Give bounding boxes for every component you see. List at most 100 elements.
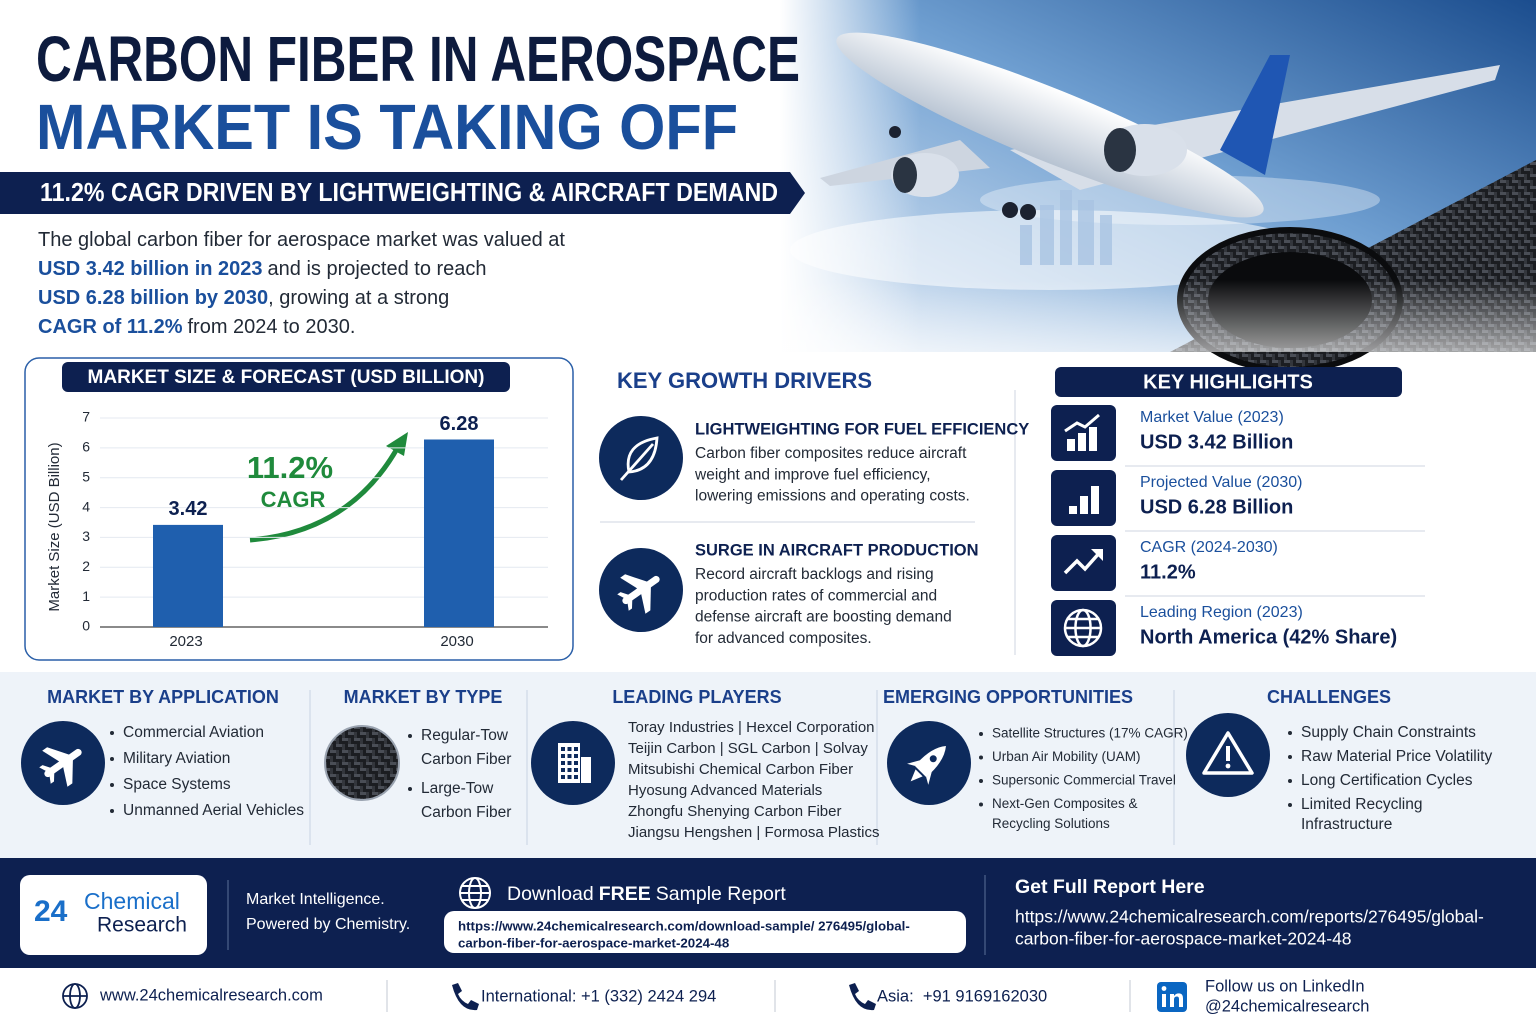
bullet <box>1288 803 1292 807</box>
driver-title: LIGHTWEIGHTING FOR FUEL EFFICIENCY <box>695 420 1029 438</box>
icon-part <box>617 592 631 599</box>
highlight-icon <box>1051 470 1116 526</box>
icon-part <box>567 768 572 772</box>
player-line: Zhongfu Shenying Carbon Fiber <box>628 803 841 820</box>
bullet-text: Urban Air Mobility (UAM) <box>992 749 1141 764</box>
title-line: MARKET IS TAKING OFF <box>36 91 738 163</box>
section-title: KEY GROWTH DRIVERS <box>617 368 872 393</box>
y-tick-label: 3 <box>82 528 90 544</box>
icon-part <box>44 748 82 778</box>
y-tick-label: 4 <box>82 498 90 514</box>
bullet <box>1288 731 1292 735</box>
bullet-text: Infrastructure <box>1301 816 1392 833</box>
contact-dividers <box>386 980 1131 1012</box>
y-tick-label: 1 <box>82 588 90 604</box>
driver-text: for advanced composites. <box>695 630 872 647</box>
section-title: MARKET BY APPLICATION <box>47 687 279 707</box>
icon-part <box>627 598 633 611</box>
icon-part <box>641 586 651 614</box>
section-icon <box>887 721 971 805</box>
highlight-label: Market Value (2023) <box>1140 409 1284 426</box>
bullet-text: Carbon Fiber <box>421 804 511 821</box>
bullet <box>110 757 114 761</box>
icon-part <box>574 768 578 772</box>
y-tick-label: 2 <box>82 558 90 574</box>
full-report-title: Get Full Report Here <box>1015 876 1205 898</box>
player-line: Hyosung Advanced Materials <box>628 782 822 799</box>
hero-image <box>780 0 1536 373</box>
driver-text: production rates of commercial and <box>695 587 937 604</box>
y-tick-label: 0 <box>82 618 90 634</box>
bullet <box>979 779 983 783</box>
chart-title: MARKET SIZE & FORECAST (USD BILLION) <box>88 367 485 388</box>
x-tick-label: 2030 <box>440 633 473 650</box>
globe-icon <box>62 983 88 1009</box>
bullet-text: Next-Gen Composites & <box>992 796 1138 811</box>
data-label: 6.28 <box>440 413 479 435</box>
section-title: MARKET BY TYPE <box>344 687 503 707</box>
player-line: Toray Industries | Hexcel Corporation <box>628 719 875 736</box>
icon-part <box>567 747 572 751</box>
bullet <box>408 734 412 738</box>
cagr-arrow-head <box>386 432 408 456</box>
icon-part <box>910 769 923 782</box>
intro-line: CAGR of 11.2% from 2024 to 2030. <box>38 316 355 338</box>
download-url: https://www.24chemicalresearch.com/downl… <box>458 919 910 934</box>
bullet <box>979 732 983 736</box>
bullet-text: Large-Tow <box>421 780 494 797</box>
logo-number: 24 <box>34 895 68 928</box>
icon-part <box>561 775 565 779</box>
title-line: CARBON FIBER IN AEROSPACE <box>36 23 800 95</box>
driver-title: SURGE IN AIRCRAFT PRODUCTION <box>695 541 979 559</box>
intro-text: The global carbon fiber for aerospace ma… <box>38 229 565 251</box>
intro-line: USD 3.42 billion in 2023 and is projected… <box>38 258 487 280</box>
bullet <box>110 783 114 787</box>
bullet-text: Space Systems <box>123 776 231 793</box>
phone-icon <box>849 983 876 1011</box>
y-tick-label: 5 <box>82 468 90 484</box>
icon-part <box>1226 746 1230 761</box>
highlight-icon <box>1051 405 1116 461</box>
phone-icon <box>452 983 479 1011</box>
icon-part <box>39 747 82 787</box>
icon-part <box>63 759 73 787</box>
section-title: CHALLENGES <box>1267 687 1391 707</box>
highlights-title: KEY HIGHLIGHTS <box>1143 371 1313 393</box>
download-title-part: Download <box>507 883 594 905</box>
highlight-label: Leading Region (2023) <box>1140 604 1303 621</box>
driver-text: lowering emissions and operating costs. <box>695 488 970 505</box>
download-url-box[interactable] <box>444 911 966 953</box>
logo-name: Research <box>97 914 187 937</box>
icon-part <box>1064 413 1100 433</box>
icon-part <box>42 747 70 762</box>
bullet-text: Regular-Tow <box>421 727 509 744</box>
highlight-value: USD 6.28 Billion <box>1140 496 1293 518</box>
section-icon <box>21 721 105 805</box>
driver-text: defense aircraft are boosting demand <box>695 609 952 626</box>
icon-part <box>567 775 572 779</box>
logo-box <box>20 875 207 955</box>
icon-part <box>49 771 55 784</box>
icon-part <box>622 575 660 605</box>
icon-part <box>1078 433 1086 451</box>
linkedin-icon[interactable] <box>1157 982 1187 1012</box>
bullet <box>110 809 114 813</box>
bar <box>153 524 223 627</box>
highlight-label: CAGR (2024-2030) <box>1140 539 1278 556</box>
bullet-text: Limited Recycling <box>1301 796 1422 813</box>
bullet-text: Unmanned Aerial Vehicles <box>123 802 304 819</box>
icon-part <box>1202 731 1254 775</box>
highlight-label: Projected Value (2030) <box>1140 474 1302 491</box>
icon-box <box>1051 535 1116 591</box>
icon-part <box>567 754 572 758</box>
y-tick-label: 7 <box>82 409 90 425</box>
intro-line: USD 6.28 billion by 2030, growing at a s… <box>38 287 449 309</box>
icon-part <box>574 747 578 751</box>
data-label: 3.42 <box>169 498 208 520</box>
highlight-value: North America (42% Share) <box>1140 626 1397 648</box>
cagr-annotation: 11.2% <box>247 450 333 485</box>
driver-text: weight and improve fuel efficiency, <box>694 466 931 483</box>
player-line: Mitsubishi Chemical Carbon Fiber <box>628 761 853 778</box>
logo-name: Chemical <box>84 888 180 914</box>
